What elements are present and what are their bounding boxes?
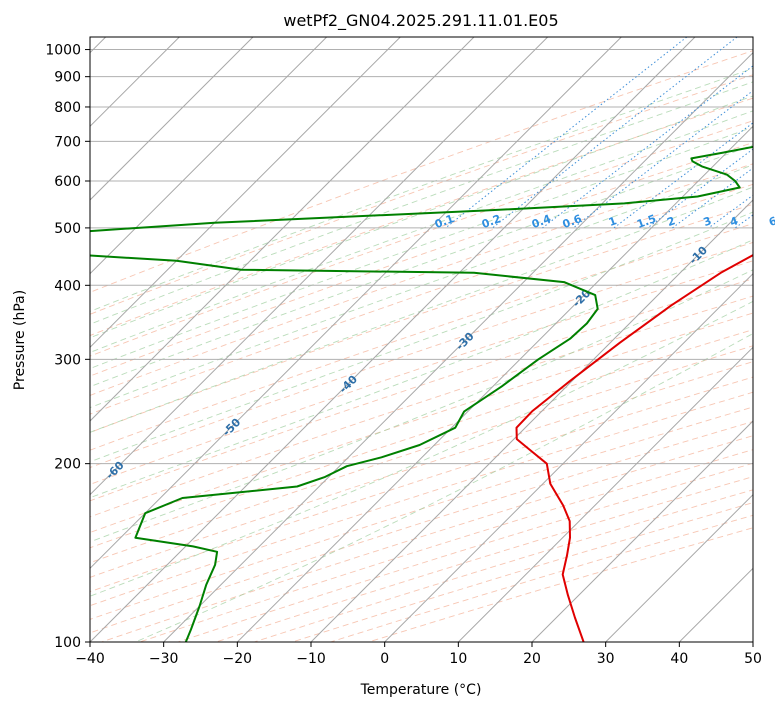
y-tick-label: 600 (54, 174, 81, 190)
y-tick-label: 100 (54, 635, 81, 651)
temperature-line (515, 253, 753, 642)
x-tick-label: −30 (149, 651, 179, 667)
mixing-ratio-line (572, 90, 753, 229)
x-tick-label: −10 (296, 651, 326, 667)
dry-adiabat (90, 97, 753, 337)
isotherm-line (90, 37, 622, 570)
mixing-ratio-label: 0.4 (530, 212, 553, 231)
dry-adiabat (90, 223, 753, 451)
moist-adiabat (90, 95, 753, 339)
mixing-ratio-label: 0.2 (480, 212, 503, 231)
x-tick-label: 30 (597, 651, 615, 667)
dewpoint-line (90, 145, 753, 642)
dry-adiabat (90, 391, 753, 607)
isotherm-line (310, 199, 753, 642)
isotherm-line (90, 37, 254, 201)
y-axis-label: Pressure (hPa) (12, 290, 28, 390)
y-axis-ticks: 100 200 300 400 500 600 700 800 900 1000 (45, 43, 90, 651)
chart-title: wetPf2_GN04.2025.291.11.01.E05 (283, 11, 558, 31)
mixing-ratio-labels: 0.10.20.40.611.52346810131620253036 (433, 212, 775, 231)
y-tick-label: 300 (54, 352, 81, 368)
mixing-ratio-label: 0.1 (433, 212, 456, 231)
mixing-ratio-label: 2 (665, 214, 677, 229)
y-tick-label: 200 (54, 457, 81, 473)
y-tick-label: 500 (54, 221, 81, 237)
isotherm-line (384, 272, 753, 642)
y-tick-label: 800 (54, 100, 81, 116)
mixing-ratio-label: 1.5 (635, 212, 658, 231)
y-tick-label: 700 (54, 134, 81, 150)
dry-adiabat (90, 183, 753, 415)
moist-adiabat (90, 144, 753, 388)
isotherm-line (90, 37, 475, 422)
isotherm-line (90, 37, 696, 642)
mixing-ratio-line (492, 37, 738, 229)
plot-frame (89, 36, 754, 643)
x-axis-label: Temperature (°C) (360, 682, 482, 698)
mixing-ratio-line (672, 167, 753, 229)
x-tick-label: 20 (523, 651, 541, 667)
moist-adiabat (90, 186, 753, 433)
mixing-ratio-label: 0.6 (561, 212, 584, 231)
x-tick-label: 0 (380, 651, 389, 667)
dry-adiabat (90, 74, 753, 315)
moist-adiabat (90, 81, 753, 325)
x-axis-ticks: −40 −30 −20 −10 0 10 20 30 40 50 (75, 642, 762, 667)
y-tick-label: 900 (54, 70, 81, 86)
x-tick-label: 40 (670, 651, 688, 667)
y-tick-label: 1000 (45, 43, 81, 59)
x-tick-label: 50 (744, 651, 762, 667)
isotherm-line (90, 37, 401, 349)
mixing-ratio-label: 1 (607, 214, 619, 229)
dry-adiabat (90, 329, 753, 549)
isotherm-line (605, 493, 753, 642)
mixing-ratio-label: 6 (767, 214, 775, 229)
dry-adiabat (90, 50, 753, 293)
moist-adiabat (90, 164, 753, 409)
isotherm-line (163, 51, 753, 642)
moist-adiabat (90, 110, 753, 353)
x-tick-label: −20 (223, 651, 253, 667)
isotherm-line (236, 125, 753, 642)
dry-adiabat (90, 142, 753, 377)
dry-adiabat (90, 278, 753, 502)
mixing-ratio-line (542, 65, 753, 229)
background-lines (90, 37, 753, 642)
x-tick-label: 10 (449, 651, 467, 667)
moist-adiabat (90, 126, 753, 370)
isotherm-line (531, 420, 753, 642)
isotherm-line (457, 346, 753, 642)
y-tick-label: 400 (54, 278, 81, 294)
dry-adiabat (90, 163, 753, 396)
profile-lines (90, 145, 753, 642)
isotherm-line (90, 37, 328, 275)
x-tick-label: −40 (75, 651, 105, 667)
mixing-ratio-label: 3 (702, 214, 714, 229)
isotherm-line (90, 37, 549, 496)
moist-adiabat (90, 67, 753, 312)
mixing-ratio-label: 4 (728, 214, 740, 229)
moist-adiabat (135, 333, 753, 642)
moist-adiabat (90, 211, 753, 463)
